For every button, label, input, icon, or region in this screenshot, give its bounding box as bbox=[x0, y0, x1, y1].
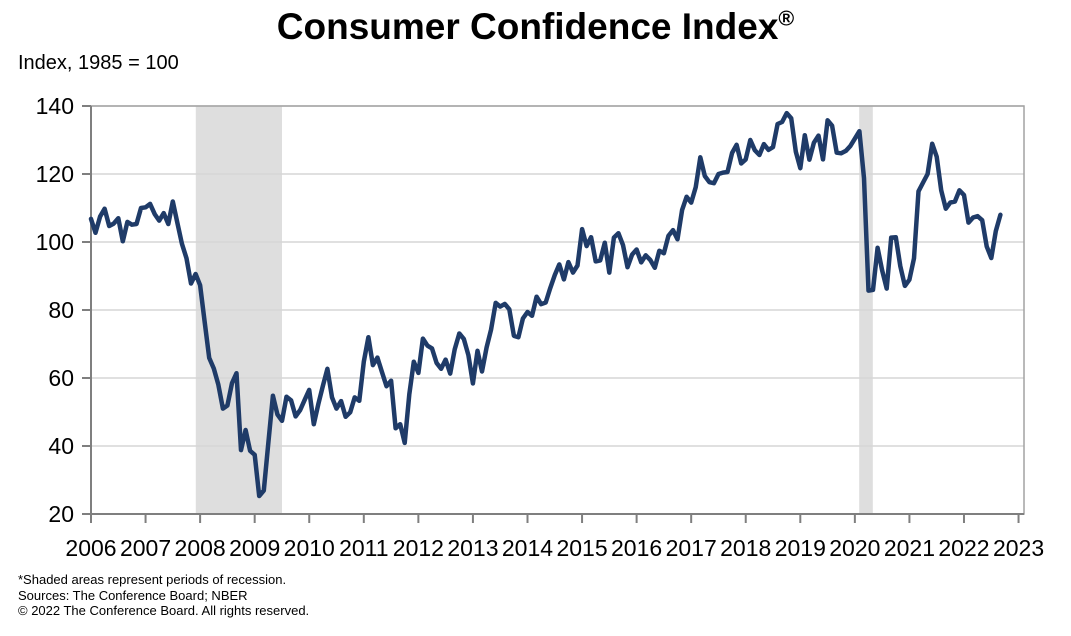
y-axis-unit-label: Index, 1985 = 100 bbox=[18, 52, 179, 74]
y-tick-label: 140 bbox=[36, 93, 74, 119]
x-tick-label: 2018 bbox=[720, 535, 771, 561]
x-tick-label: 2017 bbox=[666, 535, 717, 561]
x-tick-label: 2022 bbox=[938, 535, 989, 561]
x-tick-label: 2011 bbox=[339, 535, 388, 561]
y-tick-label: 60 bbox=[48, 365, 74, 391]
x-tick-label: 2012 bbox=[393, 535, 444, 561]
y-tick-label: 20 bbox=[48, 501, 74, 527]
title-text: Consumer Confidence Index bbox=[276, 6, 779, 47]
x-tick-label: 2014 bbox=[502, 535, 553, 561]
footnote-sources: Sources: The Conference Board; NBER bbox=[18, 587, 248, 603]
x-tick-label: 2013 bbox=[447, 535, 498, 561]
x-tick-label: 2009 bbox=[229, 535, 280, 561]
registered-trademark-mark: ® bbox=[778, 6, 795, 31]
x-tick-label: 2020 bbox=[829, 535, 880, 561]
x-tick-label: 2021 bbox=[884, 535, 935, 561]
footnote-copyright: © 2022 The Conference Board. All rights … bbox=[18, 603, 310, 618]
footnotes: *Shaded areas represent periods of reces… bbox=[18, 572, 309, 619]
page-title: Consumer Confidence Index® bbox=[0, 6, 1071, 48]
y-tick-label: 80 bbox=[48, 297, 74, 323]
series-line bbox=[88, 110, 1003, 499]
y-tick-label: 100 bbox=[36, 229, 74, 255]
x-tick-label: 2007 bbox=[120, 535, 171, 561]
footnote-recession-note: *Shaded areas represent periods of reces… bbox=[18, 572, 287, 587]
x-tick-label: 2015 bbox=[556, 535, 607, 561]
x-tick-label: 2010 bbox=[284, 535, 335, 561]
x-tick-label: 2006 bbox=[65, 535, 116, 561]
x-tick-label: 2019 bbox=[775, 535, 826, 561]
y-tick-label: 40 bbox=[48, 433, 74, 459]
x-tick-label: 2008 bbox=[175, 535, 226, 561]
x-tick-label: 2023 bbox=[993, 535, 1044, 561]
y-tick-label: 120 bbox=[36, 161, 74, 187]
x-tick-label: 2016 bbox=[611, 535, 662, 561]
